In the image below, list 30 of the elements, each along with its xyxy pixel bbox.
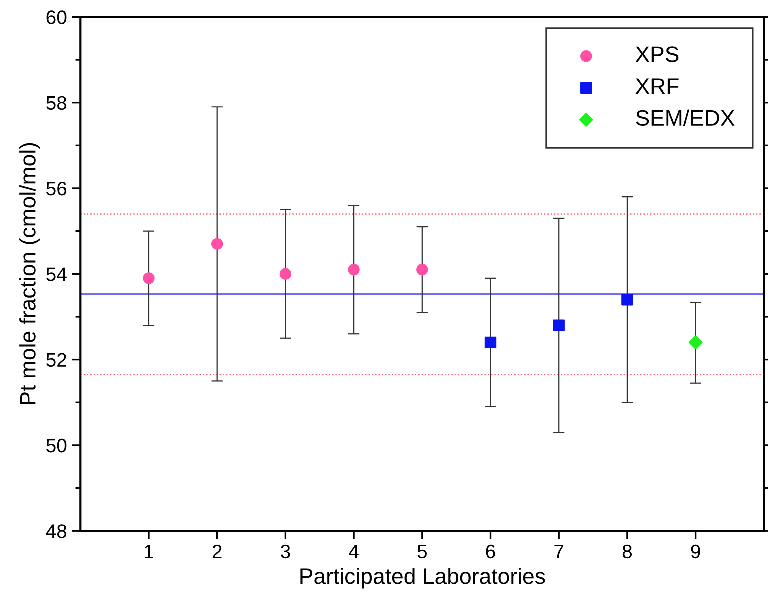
x-tick-label: 3: [281, 544, 290, 559]
point: [143, 272, 155, 284]
x-tick-label: 7: [554, 545, 564, 558]
y-axis-title: Pt mole fraction (cmol/mol): [20, 143, 40, 404]
point: [280, 268, 292, 280]
x-tick-label: 4: [349, 545, 359, 558]
point: [622, 294, 634, 306]
y-tick-label: 54: [46, 268, 67, 282]
legend-label: XRF: [636, 78, 679, 94]
x-tick-label: 2: [212, 544, 222, 558]
point: [484, 336, 497, 349]
point: [553, 320, 565, 332]
x-tick-label: 8: [622, 544, 632, 559]
legend-label: XPS: [636, 46, 679, 62]
x-tick-label: 5: [418, 545, 427, 559]
legend-label: SEM/EDX: [636, 110, 735, 126]
x-tick-label: 6: [486, 544, 496, 559]
point: [688, 336, 703, 350]
x-tick-label: 9: [691, 544, 700, 559]
x-tick-label: 1: [145, 545, 154, 558]
point: [416, 264, 428, 276]
y-tick-label: 56: [46, 182, 67, 196]
y-tick-label: 60: [46, 10, 67, 24]
point: [348, 264, 360, 276]
x-axis-title: Participated Laboratories: [300, 568, 546, 589]
y-tick-label: 58: [46, 96, 67, 110]
y-tick-label: 52: [46, 353, 66, 368]
y-tick-label: 50: [46, 438, 67, 453]
point: [212, 238, 224, 250]
y-tick-label: 48: [46, 524, 67, 538]
